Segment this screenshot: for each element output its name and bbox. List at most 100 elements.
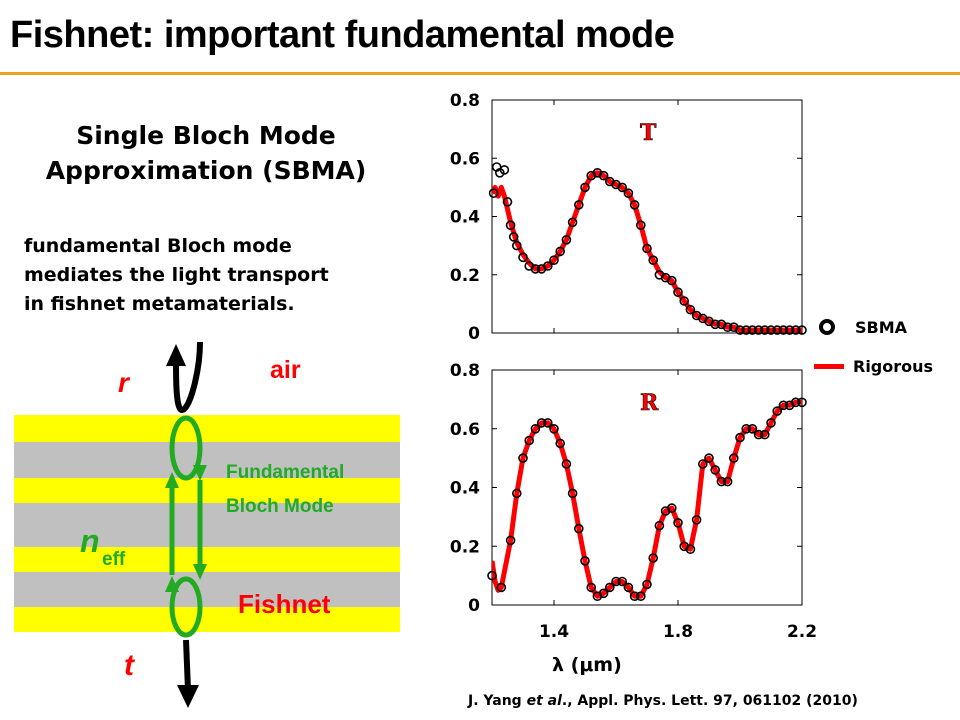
- sbma-data-point: [561, 235, 572, 245]
- sbma-data-point: [549, 255, 559, 265]
- sbma-data-point: [598, 588, 609, 599]
- description-line-3: in fishnet metamaterials.: [24, 293, 295, 315]
- sbma-data-point: [685, 544, 696, 554]
- sbma-data-point: [691, 515, 702, 525]
- sbma-data-point: [722, 476, 733, 487]
- sbma-data-point: [518, 252, 528, 263]
- sbma-data-point: [766, 325, 776, 335]
- sbma-data-point: [636, 591, 646, 601]
- sbma-data-point: [629, 591, 640, 601]
- sbma-data-point: [530, 424, 541, 434]
- x-axis-label: λ (μm): [552, 654, 622, 676]
- y-tick-label: 0: [468, 324, 480, 344]
- citation-rest: ., Appl. Phys. Lett. 97, 061102 (2010): [561, 693, 858, 709]
- sbma-data-point: [502, 197, 513, 207]
- sbma-data-point: [753, 429, 764, 440]
- y-tick-label: 0.2: [450, 266, 480, 286]
- rigorous-series-line: [492, 170, 802, 333]
- sbma-data-point: [580, 182, 590, 193]
- sbma-data-point: [741, 325, 752, 335]
- sbma-data-point: [617, 576, 627, 587]
- sbma-data-point: [617, 182, 627, 193]
- sbma-data-point: [605, 582, 615, 593]
- sbma-data-point: [512, 488, 522, 499]
- metal-layer: [14, 478, 400, 503]
- subtitle: Single Bloch Mode Approximation (SBMA): [0, 118, 412, 188]
- curved-arrow-icon: [166, 341, 203, 414]
- label-mode-2: Bloch Mode: [226, 496, 334, 517]
- sbma-data-point: [648, 255, 658, 265]
- sbma-data-point: [697, 459, 708, 469]
- sbma-data-point: [673, 518, 683, 528]
- sbma-data-point: [747, 325, 758, 335]
- sbma-data-point: [667, 275, 677, 286]
- citation: J. Yang et al., Appl. Phys. Lett. 97, 06…: [468, 693, 858, 709]
- sbma-data-point: [536, 418, 547, 428]
- sbma-data-point: [623, 188, 634, 198]
- subtitle-line-1: Single Bloch Mode: [76, 121, 336, 150]
- sbma-data-point: [567, 217, 578, 228]
- sbma-data-point: [772, 406, 783, 416]
- sbma-data-point: [574, 523, 584, 534]
- sbma-data-point: [567, 488, 578, 499]
- x-tick-label: 2.2: [787, 622, 817, 642]
- metal-layer: [14, 415, 400, 442]
- label-fishnet: Fishnet: [238, 589, 331, 619]
- sbma-data-point: [753, 325, 764, 335]
- sbma-data-point: [487, 570, 497, 581]
- chart-reflection: 0 0.2 0.4 0.6 0.8 1.4 1.8 2.2 R: [450, 361, 817, 642]
- x-tick-label: 1.4: [539, 622, 569, 642]
- sbma-data-point: [797, 325, 807, 335]
- sbma-data-point: [667, 503, 677, 513]
- sbma-data-point: [673, 287, 683, 297]
- legend-sbma-label: SBMA: [855, 318, 908, 337]
- sbma-data-point: [496, 582, 507, 593]
- sbma-data-point: [561, 459, 572, 469]
- sbma-data-point: [735, 325, 745, 335]
- sbma-data-point: [772, 325, 783, 335]
- dielectric-layer: [14, 442, 400, 478]
- description-line-1: fundamental Bloch mode: [24, 235, 292, 257]
- sbma-data-point: [543, 261, 553, 271]
- dielectric-layer: [14, 572, 400, 607]
- sbma-data-point: [524, 435, 534, 446]
- sbma-data-point: [654, 520, 665, 531]
- sbma-data-point: [512, 240, 522, 251]
- slide-title: Fishnet: important fundamental mode: [10, 14, 675, 56]
- y-tick-label: 0.2: [450, 537, 480, 557]
- sbma-data-point: [530, 264, 541, 274]
- title-underline: [0, 72, 960, 75]
- legend-sbma-marker: [819, 319, 835, 335]
- sbma-data-point: [598, 170, 609, 181]
- x-tick-label: 1.8: [663, 622, 693, 642]
- sbma-data-point: [488, 188, 499, 198]
- y-tick-label: 0.4: [450, 479, 480, 499]
- sbma-data-point: [499, 165, 510, 175]
- down-arrow-icon: [177, 639, 199, 708]
- sbma-data-point: [790, 325, 801, 335]
- label-mode-1: Fundamental: [226, 462, 344, 483]
- sbma-data-point: [518, 453, 528, 463]
- description-line-2: mediates the light transport: [24, 264, 329, 286]
- sbma-data-point: [642, 243, 652, 254]
- legend-rigorous-label: Rigorous: [853, 357, 934, 376]
- sbma-data-point: [505, 535, 516, 546]
- sbma-data-point: [728, 453, 739, 463]
- sbma-data-point: [747, 424, 758, 434]
- metal-layer: [14, 547, 400, 572]
- green-arrow-icon: [165, 415, 207, 638]
- sbma-data-point: [784, 325, 795, 335]
- sbma-data-point: [716, 476, 727, 487]
- sbma-data-point: [710, 319, 721, 330]
- sbma-data-point: [710, 465, 721, 475]
- sbma-data-point: [623, 582, 634, 593]
- label-r: r: [118, 367, 131, 398]
- sbma-data-point: [586, 582, 596, 593]
- label-air: air: [270, 356, 301, 384]
- chart-title: T: [640, 120, 657, 146]
- sbma-data-point: [790, 397, 801, 408]
- sbma-data-point: [766, 418, 776, 428]
- sbma-data-point: [505, 220, 516, 230]
- sbma-data-point: [685, 304, 696, 315]
- sbma-data-point: [629, 200, 640, 210]
